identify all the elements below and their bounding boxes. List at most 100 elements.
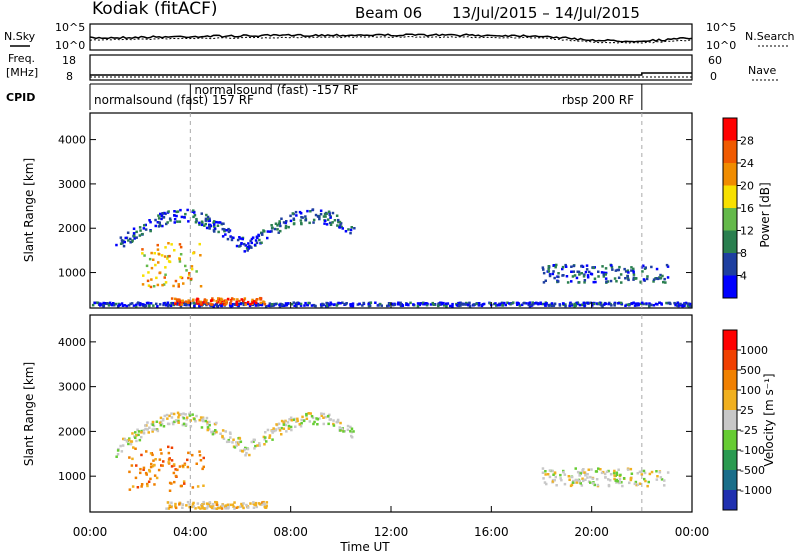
power-cell (583, 279, 587, 282)
power-cell (184, 300, 188, 303)
velocity-cell (233, 446, 237, 449)
power-cell (138, 303, 141, 307)
power-cell (542, 281, 546, 284)
power-colorbar-swatch (723, 208, 737, 231)
velocity-ytick-label: 2000 (58, 425, 86, 438)
power-cell (212, 299, 215, 302)
power-cell (586, 274, 590, 277)
power-cell (154, 224, 157, 228)
velocity-cell (117, 447, 120, 451)
power-cell (143, 224, 146, 227)
power-cell (171, 301, 174, 305)
power-cell (619, 273, 623, 276)
velocity-colorbar-label: Velocity [m s⁻¹] (762, 373, 776, 466)
velocity-cell (597, 467, 600, 470)
power-cell (312, 221, 315, 224)
velocity-cell (128, 488, 132, 491)
velocity-cell (127, 442, 130, 446)
power-cell (507, 302, 511, 305)
velocity-cell (288, 418, 291, 421)
power-cell (271, 226, 274, 230)
power-cell (389, 303, 392, 306)
velocity-cell (320, 414, 323, 417)
power-cell (597, 270, 600, 273)
velocity-colorbar-swatch (723, 330, 737, 350)
velocity-cell (129, 442, 133, 446)
power-cell (592, 280, 595, 284)
power-cell (273, 302, 276, 306)
velocity-cell (178, 465, 182, 468)
velocity-cell (582, 468, 585, 471)
velocity-cell (245, 451, 248, 455)
power-cell (173, 210, 176, 213)
velocity-cell (324, 415, 327, 419)
power-cell (178, 257, 181, 261)
power-colorbar-tick-label: 4 (740, 270, 747, 283)
velocity-cell (268, 436, 271, 439)
velocity-cell (206, 505, 209, 508)
power-cell (121, 304, 125, 307)
power-cell (199, 254, 202, 257)
power-cell (174, 279, 178, 283)
power-cell (228, 229, 232, 232)
power-cell (458, 303, 462, 306)
velocity-colorbar-swatch (723, 410, 737, 430)
power-cell (409, 301, 412, 305)
velocity-cell (194, 507, 197, 510)
power-cell (270, 303, 274, 306)
velocity-cell (128, 456, 131, 459)
velocity-cell (650, 470, 654, 474)
power-cell (174, 297, 177, 301)
power-cell (575, 276, 579, 280)
power-cell (604, 302, 607, 305)
velocity-cell (199, 507, 202, 510)
power-cell (281, 303, 284, 307)
velocity-cell (146, 421, 149, 424)
freq-axis-left-bottom: 8 (66, 70, 73, 83)
power-cell (586, 276, 590, 279)
power-cell (166, 304, 170, 308)
power-cell (226, 298, 230, 301)
power-cell (268, 302, 272, 305)
velocity-ytick-label: 3000 (58, 381, 86, 394)
power-cell (199, 300, 203, 304)
freq-line (90, 72, 692, 76)
power-cell (257, 303, 260, 307)
power-cell (512, 301, 515, 304)
power-cell (561, 265, 565, 269)
power-cell (284, 221, 287, 225)
velocity-cell (282, 423, 286, 426)
power-cell (107, 304, 111, 307)
velocity-colorbar-tick-label: 25 (740, 404, 754, 417)
velocity-cell (320, 412, 323, 415)
power-cell (588, 270, 591, 274)
velocity-cell (152, 459, 155, 462)
power-cell (251, 298, 254, 302)
power-cell (353, 227, 356, 230)
power-cell (204, 217, 208, 221)
velocity-cell (305, 412, 308, 416)
power-cell (645, 277, 649, 281)
power-cell (667, 301, 671, 305)
velocity-colorbar-swatch (723, 450, 737, 470)
power-cell (150, 266, 154, 270)
power-cell (199, 302, 203, 305)
power-cell (552, 304, 556, 307)
power-cell (180, 303, 183, 306)
power-cell (133, 237, 136, 240)
velocity-cell (316, 418, 319, 421)
velocity-cell (221, 429, 225, 432)
power-cell (602, 275, 606, 278)
velocity-cell (183, 482, 186, 485)
power-cell (522, 302, 525, 305)
power-cell (202, 301, 205, 304)
velocity-cell (174, 502, 177, 506)
power-cell (285, 220, 288, 223)
velocity-cell (241, 450, 244, 453)
power-cell (284, 304, 287, 307)
power-cell (99, 304, 102, 307)
velocity-panel: 1000 2000 3000 4000 Slant Range [km] (22, 314, 693, 513)
power-cell (213, 225, 216, 228)
velocity-cell (142, 429, 146, 432)
power-cell (595, 302, 599, 305)
